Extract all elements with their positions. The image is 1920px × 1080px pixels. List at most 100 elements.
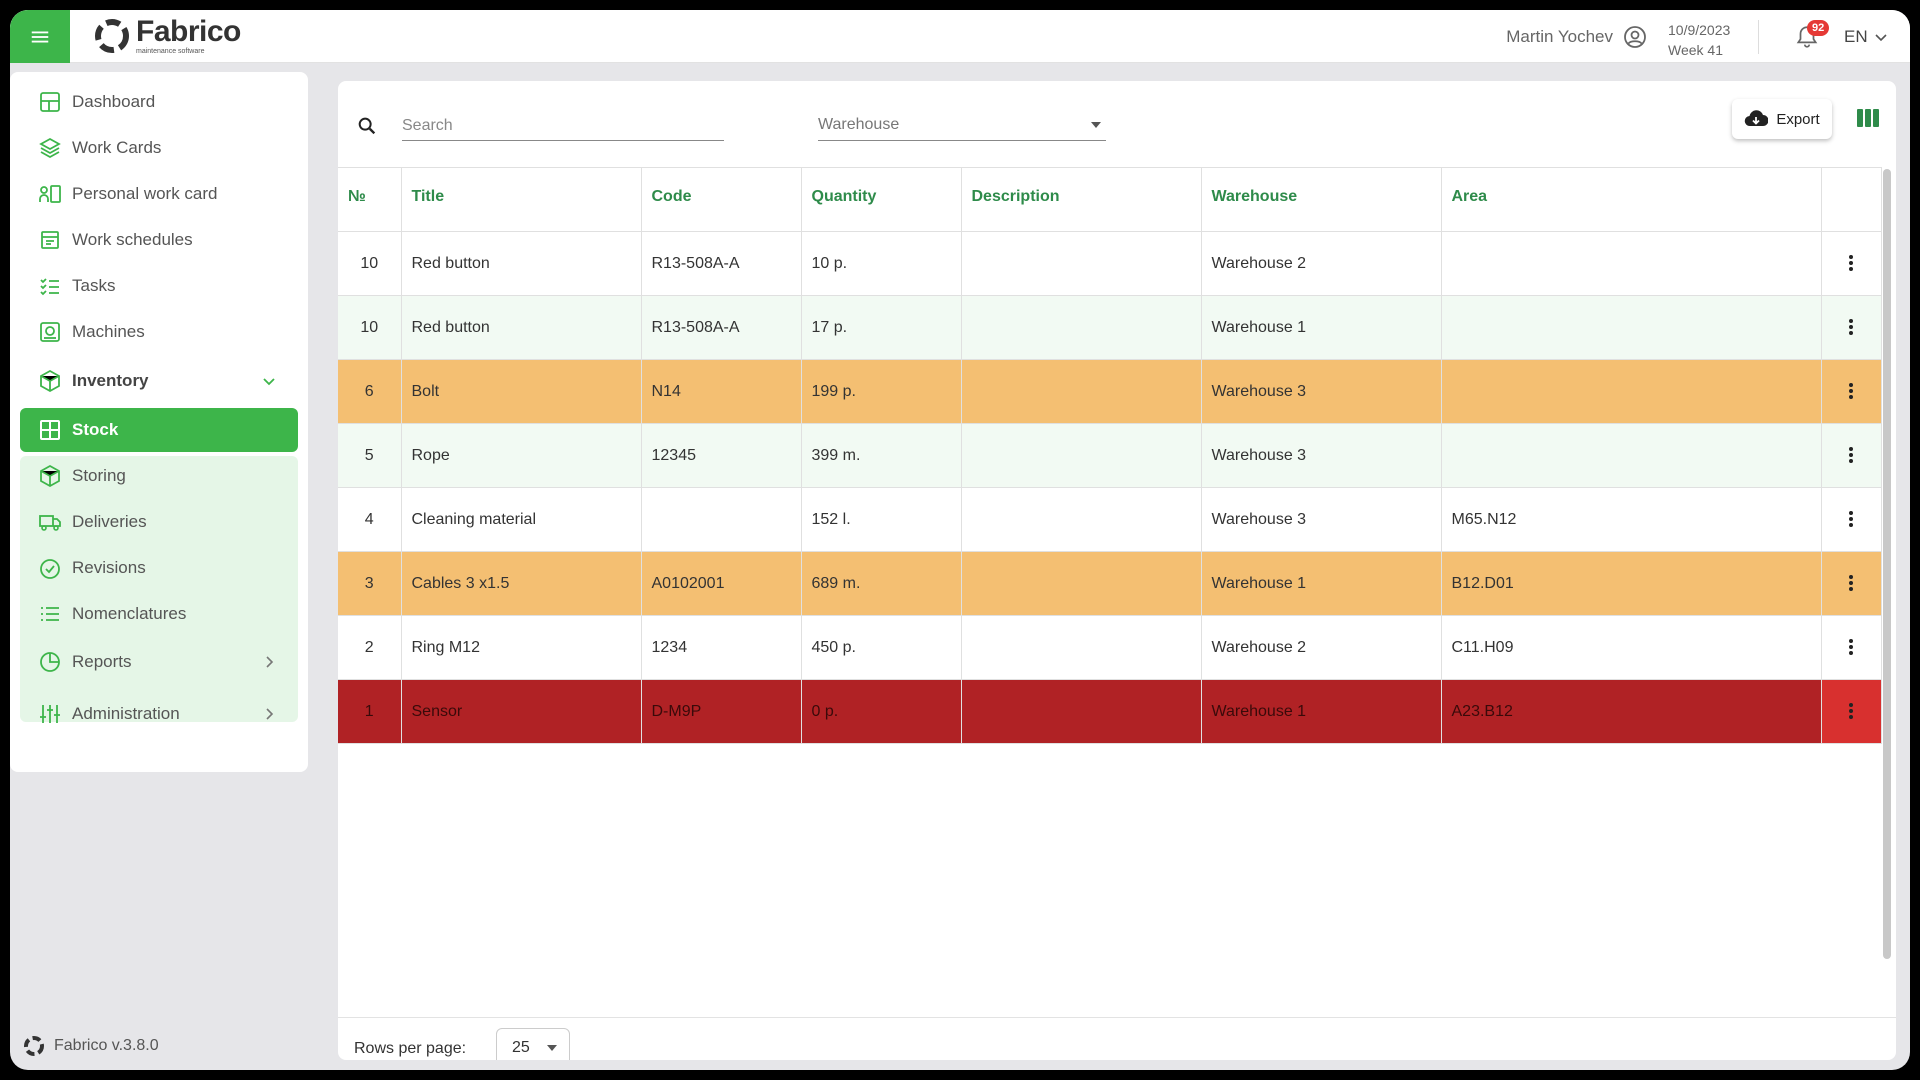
sidebar-item-revisions[interactable]: Revisions — [20, 546, 298, 590]
row-actions-button[interactable] — [1821, 359, 1882, 424]
user-name: Martin Yochev — [1506, 26, 1613, 46]
column-header-quantity[interactable]: Quantity — [801, 167, 962, 232]
table-row[interactable]: 2 Ring M12 1234 450 p. Warehouse 2 C11.H… — [338, 615, 1882, 680]
cell-code: D-M9P — [641, 679, 802, 744]
cell-area: A23.B12 — [1441, 679, 1822, 744]
column-header-code[interactable]: Code — [641, 167, 802, 232]
hamburger-icon — [31, 31, 49, 42]
sidebar-item-tasks[interactable]: Tasks — [20, 264, 298, 308]
table-row[interactable]: 10 Red button R13-508A-A 17 p. Warehouse… — [338, 295, 1882, 360]
warehouse-filter-select[interactable]: Warehouse — [818, 109, 1106, 141]
cell-number: 6 — [338, 359, 402, 424]
sidebar-item-nomenclatures[interactable]: Nomenclatures — [20, 592, 298, 636]
notifications-button[interactable]: 92 — [1794, 20, 1830, 52]
cell-number: 1 — [338, 679, 402, 744]
table-row[interactable]: 6 Bolt N14 199 p. Warehouse 3 — [338, 359, 1882, 424]
sidebar-item-work-schedules[interactable]: Work schedules — [20, 218, 298, 262]
app-window: Fabrico maintenance software Martin Yoch… — [10, 10, 1910, 1070]
more-vertical-icon — [1849, 319, 1853, 336]
row-actions-button[interactable] — [1821, 295, 1882, 360]
table-row[interactable]: 3 Cables 3 x1.5 A0102001 689 m. Warehous… — [338, 551, 1882, 616]
rows-per-page-label: Rows per page: — [354, 1040, 467, 1057]
cell-title: Sensor — [401, 679, 642, 744]
sidebar-item-stock[interactable]: Stock — [20, 408, 298, 452]
sidebar-item-storing[interactable]: Storing — [20, 454, 298, 498]
sidebar-item-personal-work-card[interactable]: Personal work card — [20, 172, 298, 216]
user-menu[interactable]: Martin Yochev — [1506, 10, 1647, 63]
cell-code: 1234 — [641, 615, 802, 680]
fabrico-logo-icon — [24, 1036, 44, 1056]
language-selector[interactable]: EN — [1844, 10, 1888, 63]
table-row[interactable]: 5 Rope 12345 399 m. Warehouse 3 — [338, 423, 1882, 488]
menu-toggle-button[interactable] — [10, 10, 70, 63]
row-actions-button[interactable] — [1821, 551, 1882, 616]
sidebar-item-work-cards[interactable]: Work Cards — [20, 126, 298, 170]
chevron-right-icon — [266, 656, 274, 668]
sidebar-item-label: Deliveries — [72, 512, 147, 531]
cell-code: A0102001 — [641, 551, 802, 616]
cell-area — [1441, 295, 1822, 360]
cell-warehouse: Warehouse 3 — [1201, 423, 1442, 488]
more-vertical-icon — [1849, 511, 1853, 528]
table-row[interactable]: 1 Sensor D-M9P 0 p. Warehouse 1 A23.B12 — [338, 679, 1882, 744]
row-actions-button[interactable] — [1821, 423, 1882, 488]
cell-description — [961, 487, 1202, 552]
logo[interactable]: Fabrico maintenance software — [92, 13, 241, 59]
layers-icon — [39, 137, 61, 159]
cell-quantity: 10 p. — [801, 231, 962, 296]
sidebar-item-label: Dashboard — [72, 92, 156, 111]
cell-code: 12345 — [641, 423, 802, 488]
sidebar-item-dashboard[interactable]: Dashboard — [20, 80, 298, 124]
columns-icon[interactable] — [1856, 107, 1880, 129]
search-input[interactable] — [402, 111, 724, 141]
cell-quantity: 0 p. — [801, 679, 962, 744]
rows-per-page-select[interactable]: 25 — [496, 1028, 570, 1060]
column-header-warehouse[interactable]: Warehouse — [1201, 167, 1442, 232]
sidebar-item-deliveries[interactable]: Deliveries — [20, 500, 298, 544]
sidebar-item-machines[interactable]: Machines — [20, 310, 298, 354]
cell-quantity: 199 p. — [801, 359, 962, 424]
tasks-icon — [40, 278, 59, 296]
cell-code: N14 — [641, 359, 802, 424]
schedule-icon — [41, 231, 59, 249]
column-header-area[interactable]: Area — [1441, 167, 1822, 232]
cell-description — [961, 551, 1202, 616]
cell-area — [1441, 359, 1822, 424]
chevron-down-icon — [263, 378, 275, 386]
cell-description — [961, 359, 1202, 424]
sidebar-item-inventory[interactable]: Inventory — [20, 359, 298, 403]
chevron-right-icon — [266, 708, 274, 720]
sidebar: Dashboard Work Cards Personal work card … — [10, 72, 308, 772]
machine-icon — [40, 322, 60, 342]
row-actions-button[interactable] — [1821, 679, 1882, 744]
column-header-number[interactable]: № — [338, 167, 402, 232]
column-header-title[interactable]: Title — [401, 167, 642, 232]
cell-description — [961, 295, 1202, 360]
row-actions-button[interactable] — [1821, 615, 1882, 680]
cell-warehouse: Warehouse 1 — [1201, 295, 1442, 360]
current-date: 10/9/2023 — [1668, 22, 1731, 38]
table-row[interactable]: 4 Cleaning material 152 l. Warehouse 3 M… — [338, 487, 1882, 552]
table-scrollbar[interactable] — [1883, 169, 1891, 959]
row-actions-button[interactable] — [1821, 487, 1882, 552]
column-header-description[interactable]: Description — [961, 167, 1202, 232]
export-button[interactable]: Export — [1732, 99, 1832, 139]
list-icon — [41, 607, 59, 621]
caret-down-icon — [547, 1045, 557, 1051]
sidebar-item-label: Reports — [72, 652, 132, 671]
sidebar-item-administration[interactable]: Administration — [20, 692, 298, 736]
sliders-icon — [40, 705, 60, 723]
sidebar-item-label: Revisions — [72, 558, 146, 577]
sidebar-item-label: Nomenclatures — [72, 604, 187, 623]
cell-code — [641, 487, 802, 552]
inventory-icon — [40, 369, 60, 393]
cell-number: 3 — [338, 551, 402, 616]
table-row[interactable]: 10 Red button R13-508A-A 10 p. Warehouse… — [338, 231, 1882, 296]
cell-number: 2 — [338, 615, 402, 680]
sidebar-item-reports[interactable]: Reports — [20, 640, 298, 684]
cell-title: Cables 3 x1.5 — [401, 551, 642, 616]
top-bar: Fabrico maintenance software Martin Yoch… — [10, 10, 1910, 63]
cell-quantity: 399 m. — [801, 423, 962, 488]
table-header-row: № Title Code Quantity Description Wareho… — [338, 167, 1882, 232]
row-actions-button[interactable] — [1821, 231, 1882, 296]
